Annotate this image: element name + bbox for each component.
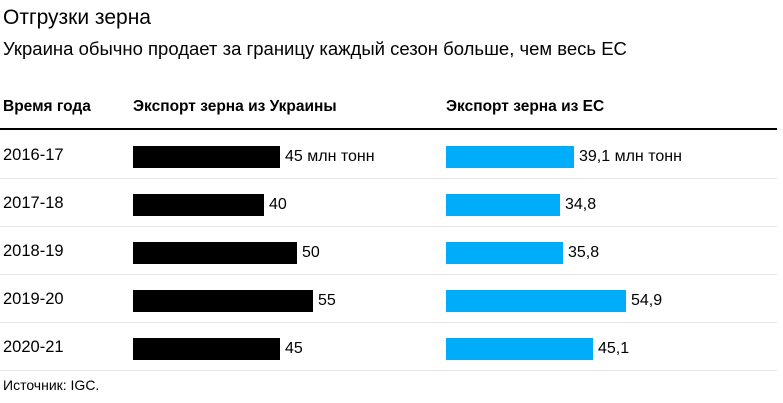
ukraine-bar [133, 338, 280, 360]
eu-bar [446, 146, 574, 168]
column-header-year: Время года [3, 98, 91, 115]
eu-value-label: 45,1 [598, 340, 630, 357]
table-row: 2020-21 45 45,1 [0, 323, 777, 371]
year-label: 2019-20 [3, 290, 64, 308]
eu-value-label: 35,8 [568, 244, 600, 261]
table-row: 2018-19 50 35,8 [0, 227, 777, 275]
row-divider [0, 274, 777, 275]
ukraine-value-label: 55 [318, 292, 336, 309]
table-row: 2016-17 45 млн тонн 39,1 млн тонн [0, 131, 777, 179]
row-divider [0, 370, 777, 371]
chart-subtitle: Украина обычно продает за границу каждый… [3, 38, 627, 59]
eu-bar [446, 242, 563, 264]
ukraine-bar [133, 146, 280, 168]
eu-value-label: 39,1 млн тонн [579, 148, 682, 165]
eu-value-label: 34,8 [565, 196, 597, 213]
ukraine-value-label: 45 [285, 340, 303, 357]
ukraine-value-label: 50 [302, 244, 320, 261]
year-label: 2017-18 [3, 194, 64, 212]
ukraine-value-label: 45 млн тонн [285, 148, 375, 165]
source-note: Источник: IGC. [3, 377, 100, 393]
year-label: 2020-21 [3, 338, 64, 356]
eu-bar [446, 194, 560, 216]
column-header-ukraine: Экспорт зерна из Украины [133, 98, 337, 115]
eu-bar [446, 338, 593, 360]
ukraine-bar [133, 290, 313, 312]
table-row: 2019-20 55 54,9 [0, 275, 777, 323]
ukraine-bar [133, 194, 264, 216]
row-divider [0, 178, 777, 179]
ukraine-value-label: 40 [269, 196, 287, 213]
chart-title: Отгрузки зерна [3, 6, 151, 29]
eu-value-label: 54,9 [631, 292, 663, 309]
year-label: 2016-17 [3, 146, 64, 164]
row-divider [0, 322, 777, 323]
ukraine-bar [133, 242, 297, 264]
header-rule [0, 128, 777, 130]
column-header-eu: Экспорт зерна из ЕС [446, 98, 605, 115]
table-row: 2017-18 40 34,8 [0, 179, 777, 227]
year-label: 2018-19 [3, 242, 64, 260]
eu-bar [446, 290, 626, 312]
row-divider [0, 226, 777, 227]
